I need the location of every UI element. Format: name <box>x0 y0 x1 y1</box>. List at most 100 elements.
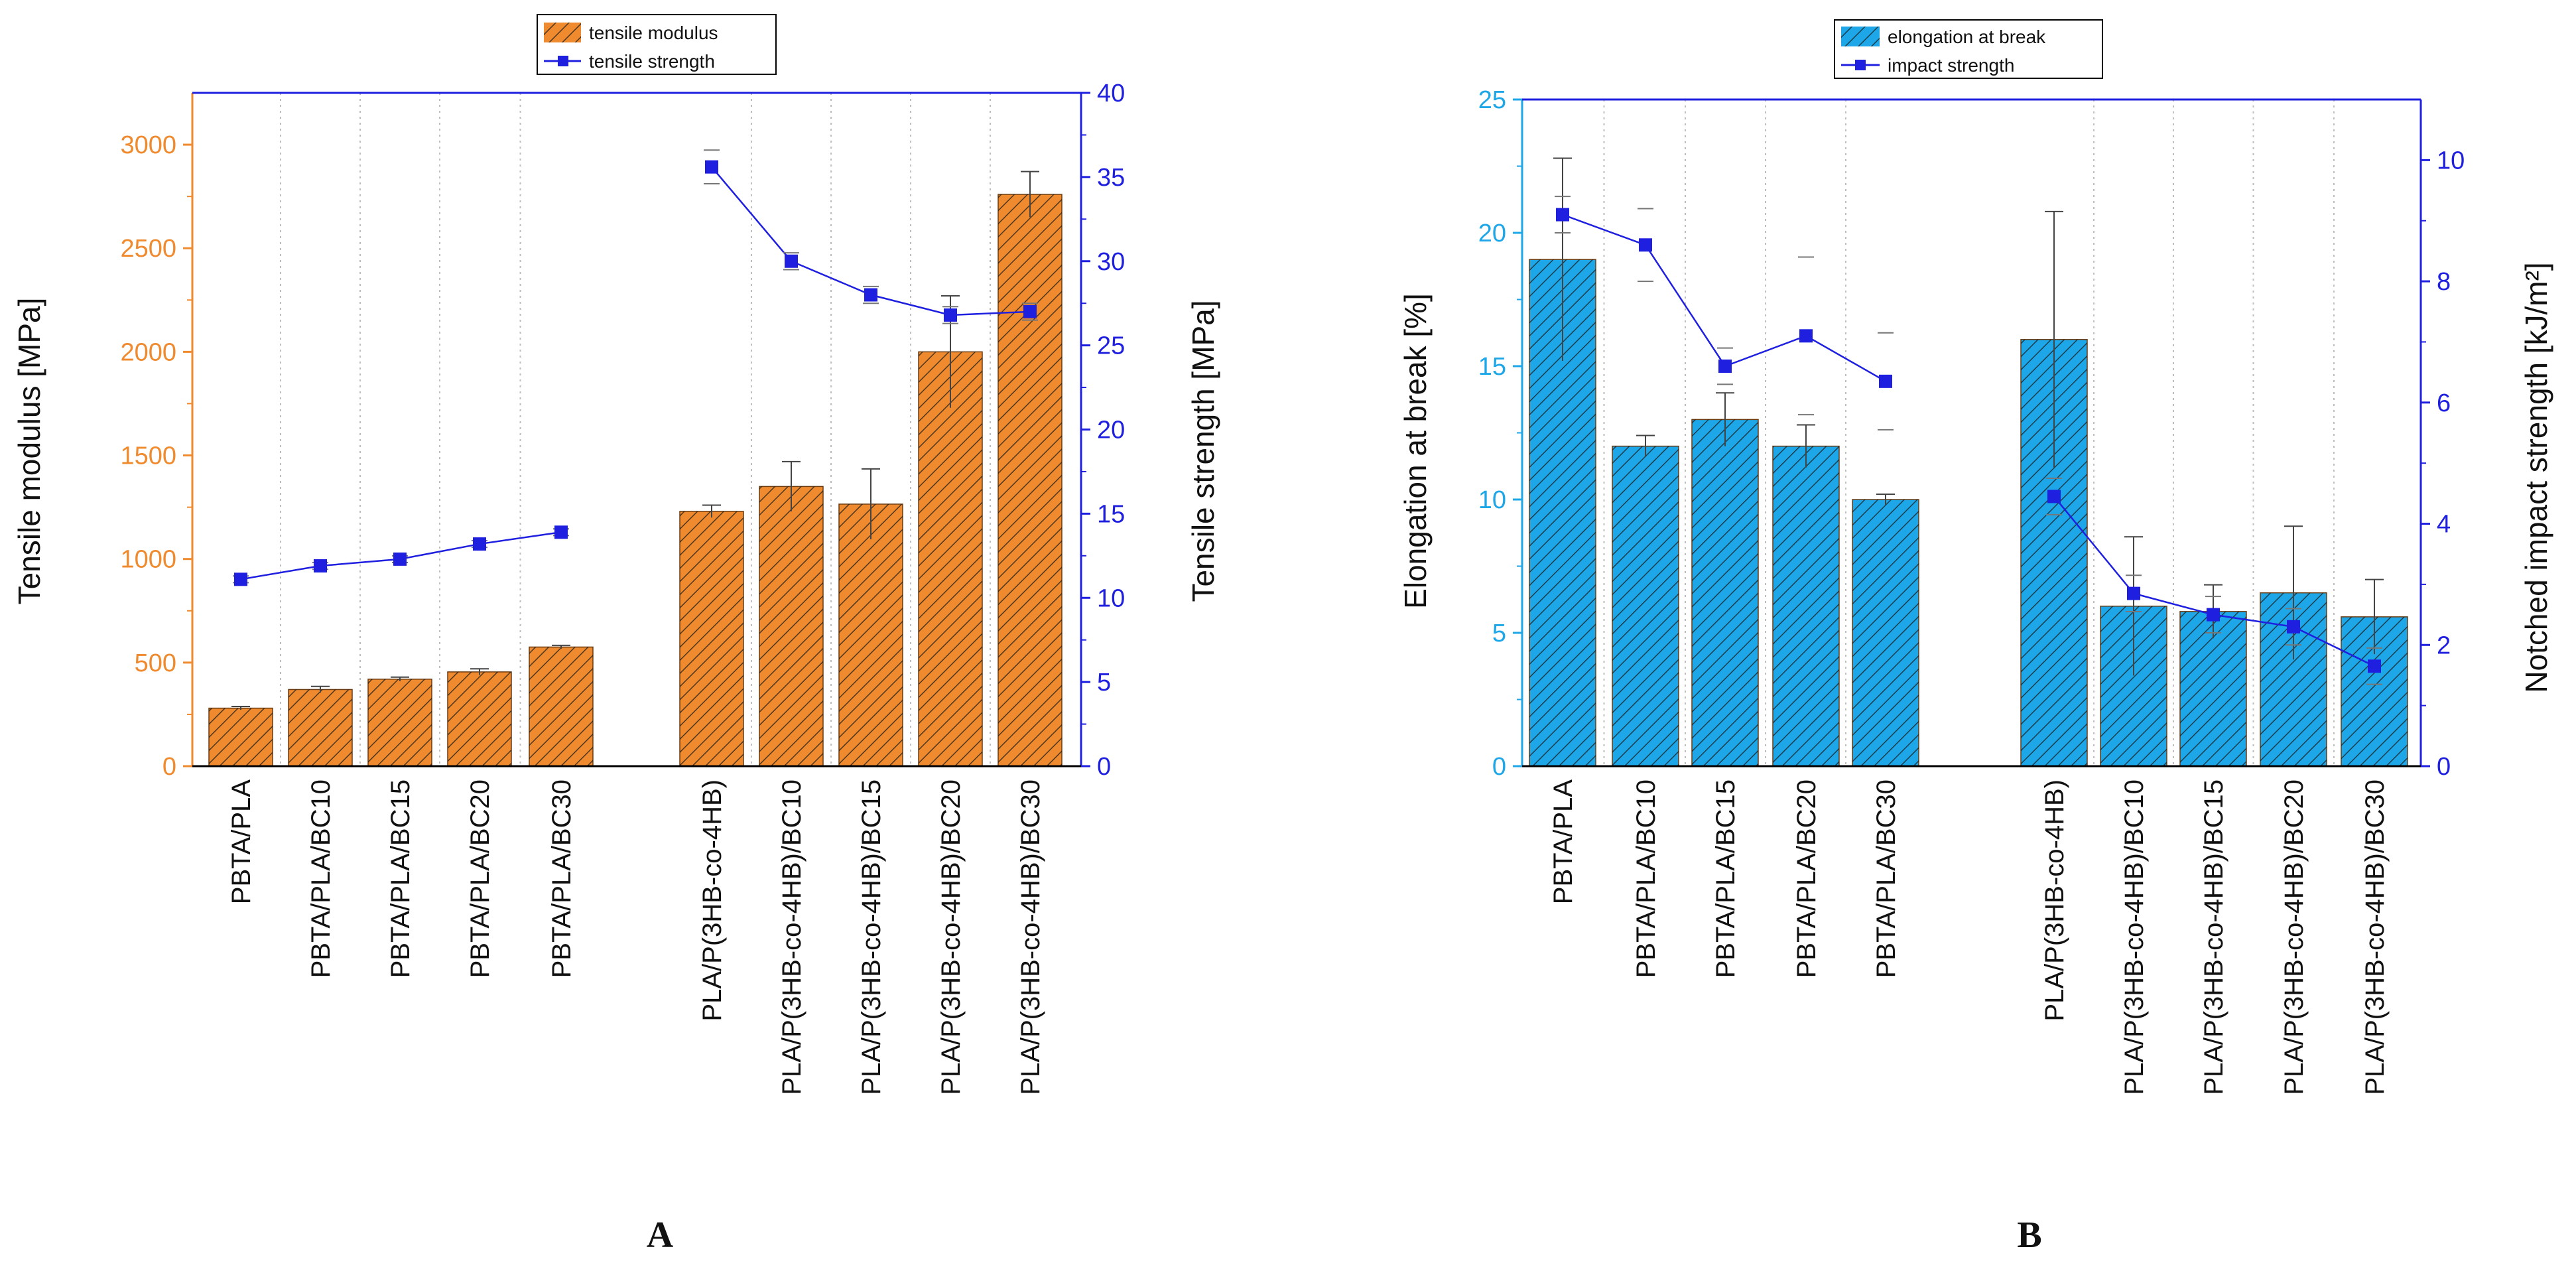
y2-tick-label: 8 <box>2437 268 2451 296</box>
series-point <box>1718 360 1732 373</box>
x-tick-label: PLA/P(3HB-co-4HB)/BC20 <box>2280 779 2309 1095</box>
bar-hatch <box>680 511 743 766</box>
series-point <box>1639 238 1652 252</box>
legend-label-tensile-strength: tensile strength <box>589 51 715 72</box>
x-tick-label: PBTA/PLA/BC10 <box>1632 779 1661 978</box>
x-tick-label: PLA/P(3HB-co-4HB)/BC10 <box>777 779 806 1095</box>
y-axis-title-right: Tensile strength [MPa] <box>1186 300 1220 602</box>
y2-tick-label: 6 <box>2437 389 2451 417</box>
series-point <box>314 559 327 573</box>
x-tick-label: PBTA/PLA/BC20 <box>466 779 495 978</box>
bar-hatch <box>1852 500 1919 766</box>
legend-label-tensile-modulus: tensile modulus <box>589 23 718 43</box>
y-tick-label: 0 <box>162 753 176 781</box>
series-point <box>1556 208 1569 222</box>
bar-hatch <box>1692 419 1758 766</box>
series-point <box>2207 608 2220 622</box>
legend-label-elongation-at-break: elongation at break <box>1888 27 2046 47</box>
y2-tick-label: 35 <box>1097 164 1125 192</box>
y-tick-label: 25 <box>1478 86 1506 114</box>
series-point <box>2047 490 2061 503</box>
x-tick-label: PLA/P(3HB-co-4HB) <box>2040 779 2069 1022</box>
x-tick-label: PBTA/PLA/BC10 <box>306 779 336 978</box>
series-point <box>785 254 798 268</box>
bar-hatch <box>448 671 511 766</box>
bar-hatch <box>759 486 823 766</box>
x-tick-label: PLA/P(3HB-co-4HB) <box>698 779 727 1022</box>
bar-hatch <box>209 708 273 766</box>
x-tick-label: PLA/P(3HB-co-4HB)/BC15 <box>857 779 886 1095</box>
panel-label-b: B <box>2017 1215 2041 1256</box>
y-tick-label: 5 <box>1492 620 1506 647</box>
legend: elongation at break impact strength <box>1834 19 2103 79</box>
y2-tick-label: 0 <box>2437 753 2451 781</box>
plot-area: 0 5 10 15 20 25 0 2 4 6 8 10 PBTA/PLA PBTA/PLA/BC10 PB… <box>1478 86 2465 1095</box>
series-point <box>473 537 486 551</box>
x-tick-label: PBTA/PLA/BC15 <box>386 779 415 978</box>
y2-tick-label: 25 <box>1097 332 1125 360</box>
y-tick-label: 3000 <box>120 131 176 159</box>
y-axis-title-right: Notched impact strength [kJ/m²] <box>2519 262 2553 693</box>
y-tick-label: 10 <box>1478 486 1506 514</box>
chart-panel-a: 0 500 1000 1500 2000 2500 3000 0 5 10 15 20 25 30 35 40… <box>12 14 1220 1256</box>
legend-line-marker <box>1855 60 1866 70</box>
y2-tick-label: 2 <box>2437 632 2451 659</box>
series-point <box>2287 620 2300 634</box>
y-tick-label: 2500 <box>120 235 176 263</box>
y2-tick-label: 10 <box>1097 584 1125 612</box>
y-tick-label: 1500 <box>120 442 176 470</box>
y-tick-label: 15 <box>1478 353 1506 381</box>
bar-hatch <box>368 679 432 766</box>
y2-tick-label: 5 <box>1097 669 1111 697</box>
y2-tick-label: 10 <box>2437 147 2465 174</box>
series-point <box>864 288 877 302</box>
bar-hatch <box>1612 446 1679 766</box>
bar-hatch <box>839 503 903 766</box>
x-tick-label: PLA/P(3HB-co-4HB)/BC20 <box>936 779 966 1095</box>
y-axis-title-left: Elongation at break [%] <box>1398 293 1433 609</box>
series-point <box>944 308 957 322</box>
x-tick-label: PBTA/PLA <box>227 779 256 905</box>
y2-tick-label: 4 <box>2437 511 2451 539</box>
y2-tick-label: 20 <box>1097 417 1125 444</box>
bar-hatch <box>1773 446 1839 766</box>
x-tick-label: PBTA/PLA/BC30 <box>1872 779 1901 978</box>
y2-tick-label: 0 <box>1097 753 1111 781</box>
series-line <box>1562 214 1886 382</box>
y-axis-title-left: Tensile modulus [MPa] <box>12 298 46 605</box>
x-tick-label: PBTA/PLA/BC20 <box>1792 779 1821 978</box>
series-point <box>234 572 247 586</box>
legend-label-impact-strength: impact strength <box>1888 55 2014 76</box>
y2-tick-label: 15 <box>1097 500 1125 528</box>
legend-line-marker <box>558 56 568 66</box>
plot-area: 0 500 1000 1500 2000 2500 3000 0 5 10 15 20 25 30 35 40… <box>120 80 1125 1095</box>
bar-hatch <box>529 647 593 766</box>
bar-hatch <box>998 194 1062 766</box>
series-point <box>705 160 718 174</box>
panel-label-a: A <box>647 1215 674 1256</box>
legend: tensile modulus tensile strength <box>537 14 777 75</box>
y2-tick-label: 30 <box>1097 248 1125 276</box>
y-tick-label: 20 <box>1478 220 1506 247</box>
series-point <box>2127 586 2140 600</box>
x-tick-label: PBTA/PLA/BC30 <box>547 779 576 978</box>
series-point <box>554 525 568 539</box>
y-tick-label: 0 <box>1492 753 1506 781</box>
y-tick-label: 1000 <box>120 546 176 574</box>
series-point <box>1879 374 1892 388</box>
x-tick-label: PBTA/PLA <box>1549 779 1578 905</box>
bar-hatch <box>919 352 982 766</box>
series-point <box>2368 659 2381 673</box>
legend-bar-swatch-hatch <box>544 23 581 42</box>
y2-tick-label: 40 <box>1097 80 1125 107</box>
bar-hatch <box>289 689 352 766</box>
x-tick-label: PLA/P(3HB-co-4HB)/BC10 <box>2120 779 2149 1095</box>
x-tick-label: PLA/P(3HB-co-4HB)/BC30 <box>1016 779 1045 1095</box>
x-tick-label: PBTA/PLA/BC15 <box>1711 779 1740 978</box>
legend-bar-swatch-hatch <box>1841 27 1880 46</box>
series-point <box>393 552 407 566</box>
chart-panel-b: 0 5 10 15 20 25 0 2 4 6 8 10 PBTA/PLA PBTA/PLA/BC10 PB… <box>1398 19 2553 1256</box>
y-tick-label: 500 <box>135 649 176 677</box>
y-tick-label: 2000 <box>120 338 176 366</box>
